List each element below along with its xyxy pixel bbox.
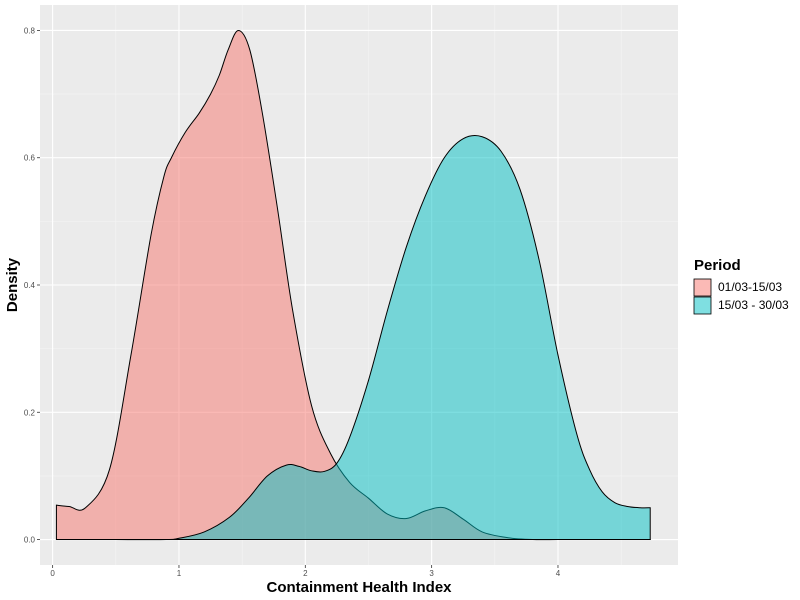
legend-item: 01/03-15/03 — [693, 278, 782, 297]
density-outline-series-2 — [55, 134, 651, 541]
legend-key-series-1 — [693, 278, 712, 297]
legend-title: Period — [694, 257, 741, 274]
legend-label-series-2: 15/03 - 30/03 — [718, 298, 789, 312]
x-tick-label: 0 — [50, 569, 55, 578]
density-area-series-1 — [56, 30, 651, 540]
y-tick-label: 0.2 — [24, 408, 36, 417]
x-axis-title: Containment Health Index — [266, 579, 452, 596]
y-tick-label: 0.4 — [24, 281, 36, 290]
x-tick-label: 4 — [556, 569, 561, 578]
axis-ticks: 0 1 2 3 4 0.0 0.2 0.4 0.6 0.8 — [24, 26, 561, 578]
legend: Period 01/03-15/03 15/03 - 30/03 — [693, 257, 789, 315]
legend-key-series-2 — [693, 296, 712, 315]
y-tick-label: 0.6 — [24, 154, 36, 163]
legend-label-series-1: 01/03-15/03 — [718, 280, 782, 294]
density-area-series-2 — [56, 135, 651, 540]
density-areas — [55, 29, 651, 541]
legend-item: 15/03 - 30/03 — [693, 296, 789, 315]
x-tick-label: 1 — [177, 569, 182, 578]
y-axis-title: Density — [4, 257, 21, 312]
x-tick-label: 2 — [303, 569, 308, 578]
y-tick-label: 0.0 — [24, 536, 36, 545]
y-tick-label: 0.8 — [24, 26, 36, 35]
x-tick-label: 3 — [429, 569, 434, 578]
